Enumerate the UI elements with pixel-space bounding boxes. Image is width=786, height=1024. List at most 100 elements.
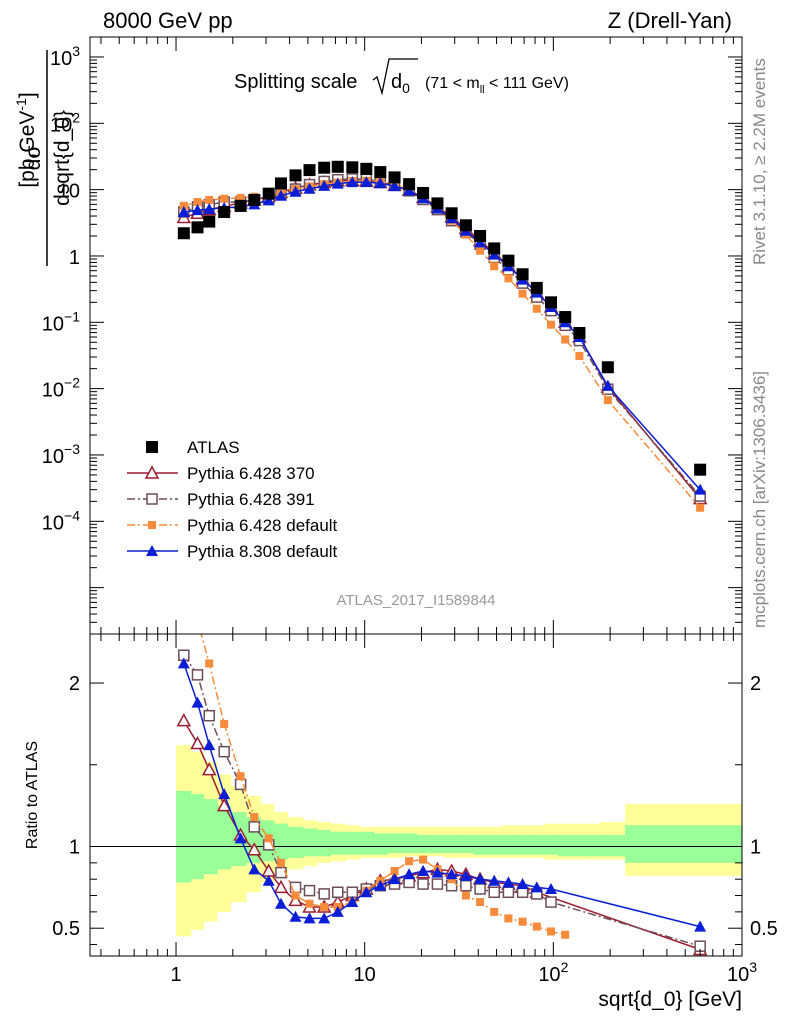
main-data-point-0-8 xyxy=(289,169,302,182)
main-ytick-sup-1: −3 xyxy=(64,441,80,457)
main-data-point-0-5 xyxy=(248,193,261,206)
ratio-point-3-8 xyxy=(289,910,302,922)
main-data-point-0-1 xyxy=(191,221,204,234)
ratio-ytick-label-right-1: 1 xyxy=(750,836,761,858)
ratio-point-1-17 xyxy=(417,878,429,890)
chart-title-symbol-sub: 0 xyxy=(402,80,410,96)
ratio-ytick-label-left-2: 2 xyxy=(69,673,80,695)
ratio-point-1-2 xyxy=(203,709,215,722)
ratio-plot-content xyxy=(90,634,742,956)
ratio-point-3-19 xyxy=(445,868,458,880)
main-data-point-0-28 xyxy=(573,326,586,339)
ratio-series-line-2 xyxy=(200,634,566,936)
ratio-point-2-25 xyxy=(532,922,541,931)
legend-label-0: ATLAS xyxy=(187,438,240,457)
stat-band-bin-15 xyxy=(388,833,403,854)
main-ytick-sup-3: −1 xyxy=(64,308,80,324)
stat-band-bin-18 xyxy=(430,835,446,854)
main-series-2 xyxy=(179,176,705,512)
main-data-point-0-31 xyxy=(694,463,707,476)
main-series-line-1 xyxy=(183,178,701,497)
ratio-point-2-16 xyxy=(405,857,414,866)
ratio-point-3-7 xyxy=(274,897,287,909)
main-data-series-0 xyxy=(177,160,707,476)
ratio-point-0-1 xyxy=(190,735,205,750)
stat-band-bin-17 xyxy=(416,835,431,854)
ratio-point-2-23 xyxy=(504,914,513,923)
main-point-2-31 xyxy=(696,503,705,512)
main-ytick-label-5: 10 xyxy=(58,181,80,203)
stat-band-bin-22 xyxy=(487,835,502,855)
ratio-point-0-2 xyxy=(201,762,217,776)
ratio-point-3-22 xyxy=(488,874,501,886)
main-ytick-sup-2: −2 xyxy=(64,375,80,391)
main-ytick-sup-7: 3 xyxy=(72,43,80,59)
ratio-point-0-7 xyxy=(273,879,289,894)
xtick-label-0: 1 xyxy=(170,964,181,986)
ratio-panel: 0.5 0.51 12 21 10 102 103 Ratio to ATLAS sqrt{… xyxy=(24,633,778,1011)
main-data-point-0-15 xyxy=(388,171,401,184)
stat-band-bin-0 xyxy=(176,790,192,883)
main-point-3-1 xyxy=(191,204,204,216)
main-point-3-30 xyxy=(601,379,614,391)
ratio-point-3-16 xyxy=(403,868,416,880)
chart-title-main: Splitting scale xyxy=(234,71,357,93)
ratio-ytick-label-left-0: 0.5 xyxy=(52,918,80,940)
ratio-point-3-4 xyxy=(234,832,247,844)
chart-title-range-end: < 111 GeV) xyxy=(485,75,569,92)
main-point-3-2 xyxy=(203,203,216,215)
main-data-point-0-25 xyxy=(530,281,543,294)
ratio-point-2-2 xyxy=(205,659,214,668)
main-point-3-7 xyxy=(274,189,287,201)
ratio-point-3-21 xyxy=(474,873,487,885)
main-point-2-2 xyxy=(205,195,214,204)
main-data-point-0-18 xyxy=(431,197,444,210)
main-point-3-9 xyxy=(303,182,316,194)
main-ytick-sup-6: 2 xyxy=(72,109,80,125)
main-point-2-28 xyxy=(575,352,584,361)
beam-label: 8000 GeV pp xyxy=(103,8,233,33)
ratio-point-1-23 xyxy=(502,886,515,899)
ratio-point-2-24 xyxy=(518,917,527,926)
stat-band-bin-21 xyxy=(472,835,488,855)
stat-band-bin-8 xyxy=(287,826,304,858)
xtick-sup-3: 3 xyxy=(749,959,757,975)
ratio-point-1-21 xyxy=(474,883,486,895)
main-ytick-base-2: 10 xyxy=(42,380,64,402)
main-data-point-0-14 xyxy=(374,166,387,179)
main-point-3-13 xyxy=(360,176,373,188)
main-data-point-0-13 xyxy=(360,162,373,175)
ratio-ytick-label-right-2: 2 xyxy=(750,673,761,695)
chart-title-range-start: (71 < m xyxy=(425,75,480,92)
main-ytick-label-0: 10−4 xyxy=(42,507,80,534)
main-data-point-0-26 xyxy=(545,296,558,309)
chart-title-symbol: d0 xyxy=(391,71,410,96)
ratio-point-3-12 xyxy=(346,896,359,908)
ratio-point-3-25 xyxy=(530,881,543,893)
ratio-point-1-12 xyxy=(346,886,359,899)
ratio-point-1-18 xyxy=(431,878,444,890)
stat-band-bin-16 xyxy=(402,833,417,854)
ratio-point-3-13 xyxy=(360,886,373,898)
xtick-base-2: 10 xyxy=(538,964,560,986)
xtick-label-3: 103 xyxy=(727,959,757,986)
main-ytick-base-7: 10 xyxy=(50,48,72,70)
main-series-line-2 xyxy=(183,180,701,509)
rivet-label: Rivet 3.1.10, ≥ 2.2M events xyxy=(750,58,769,265)
legend-label-2: Pythia 6.428 391 xyxy=(187,490,315,509)
xtick-base-0: 1 xyxy=(170,964,181,986)
main-series-1 xyxy=(178,173,706,502)
main-point-2-27 xyxy=(561,335,570,344)
legend: ATLAS Pythia 6.428 370 Pythia 6.428 391 Pyt… xyxy=(127,438,338,561)
main-point-2-24 xyxy=(518,289,527,298)
ratio-point-0-8 xyxy=(288,892,303,907)
ratio-point-3-0 xyxy=(177,657,190,669)
chart-title-symbol-text: d xyxy=(391,71,402,93)
ratio-point-1-20 xyxy=(460,879,472,892)
ratio-point-2-6 xyxy=(264,834,273,843)
stat-band-bin-28 xyxy=(572,835,588,857)
stat-band-bin-12 xyxy=(345,831,361,855)
ratio-point-2-22 xyxy=(490,907,499,916)
